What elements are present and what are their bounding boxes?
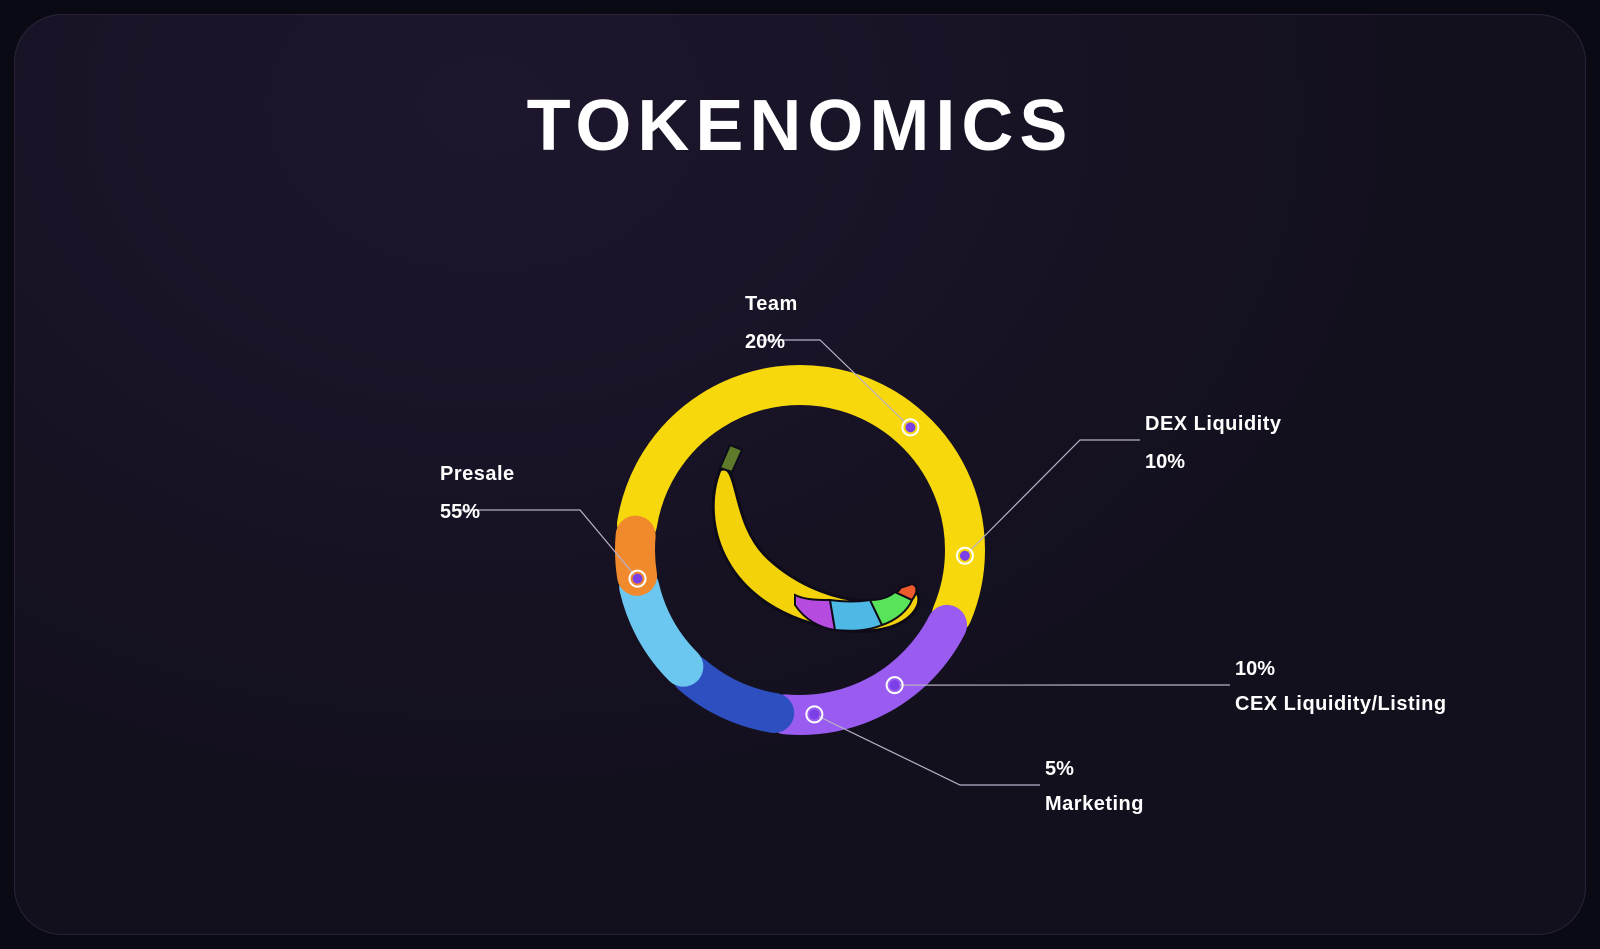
banana-icon — [713, 445, 919, 631]
leader-dot — [890, 680, 900, 690]
leader-dex — [965, 440, 1140, 556]
slice-label-team: Team — [745, 293, 798, 315]
page-title: TOKENOMICS — [15, 85, 1585, 167]
slice-pct-presale: 55% — [440, 501, 480, 523]
slice-pct-team: 20% — [745, 331, 785, 353]
leader-dot — [960, 550, 970, 560]
slice-label-presale: Presale — [440, 463, 515, 485]
slice-pct-marketing: 5% — [1045, 758, 1074, 780]
leader-dot — [633, 573, 643, 583]
leader-dot — [809, 709, 819, 719]
card-panel: TOKENOMICS Presale 55% Team 20% DEX Liquidit… — [14, 14, 1586, 935]
slice-pct-cex: 10% — [1235, 658, 1275, 680]
slice-label-cex: CEX Liquidity/Listing — [1235, 693, 1447, 715]
tokenomics-donut-chart: Presale55%Team20%DEX Liquidity10%CEX Liq… — [200, 180, 1400, 880]
leader-dot — [905, 422, 915, 432]
slice-presale — [637, 385, 965, 614]
slice-label-dex: DEX Liquidity — [1145, 413, 1282, 435]
slice-dex — [692, 674, 774, 712]
donut-svg: Presale55%Team20%DEX Liquidity10%CEX Liq… — [200, 180, 1400, 880]
slice-pct-dex: 10% — [1145, 451, 1185, 473]
slice-label-marketing: Marketing — [1045, 793, 1144, 815]
leader-presale — [460, 510, 638, 579]
slice-cex — [639, 587, 683, 667]
slice-team — [786, 625, 947, 715]
